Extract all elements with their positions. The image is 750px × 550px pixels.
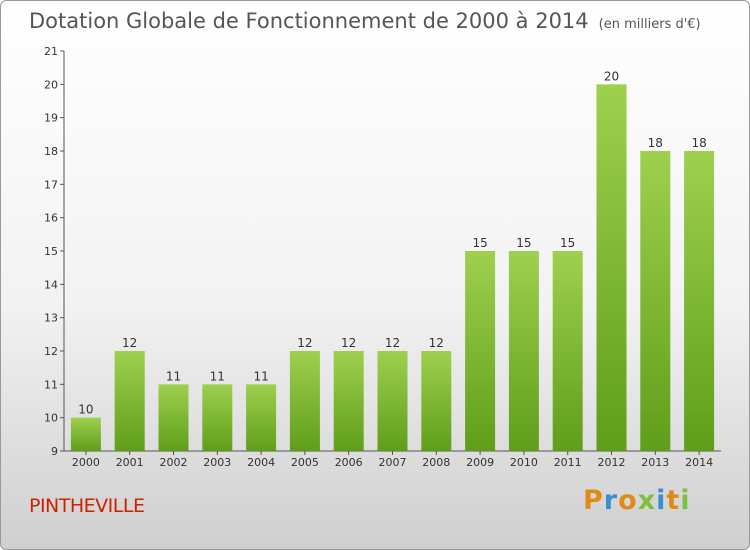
y-tick-label: 15 [44, 245, 58, 258]
x-tick-label-2008: 2008 [422, 456, 450, 469]
value-label-2000: 10 [78, 403, 93, 417]
x-tick-label-2009: 2009 [466, 456, 494, 469]
value-label-2005: 12 [297, 336, 312, 350]
city-name: PINTHEVILLE [29, 495, 145, 517]
y-tick-label: 13 [44, 312, 58, 325]
y-tick-label: 18 [44, 145, 58, 158]
x-tick-label-2011: 2011 [554, 456, 582, 469]
bar-2007 [377, 351, 408, 451]
y-tick-label: 17 [44, 178, 58, 191]
value-label-2011: 15 [560, 236, 575, 250]
bar-2008 [421, 351, 452, 451]
bar-2010 [508, 251, 539, 451]
y-tick-label: 19 [44, 112, 58, 125]
bar-2003 [202, 384, 233, 451]
chart-subtitle: (en milliers d'€) [598, 17, 701, 32]
x-tick-label-2014: 2014 [685, 456, 713, 469]
proxiti-logo: Proxiti [583, 485, 691, 516]
bar-2005 [289, 351, 320, 451]
x-tick-label-2010: 2010 [510, 456, 538, 469]
bar-2009 [465, 251, 496, 451]
chart-bars [70, 84, 715, 451]
x-tick-label-2013: 2013 [641, 456, 669, 469]
value-label-2007: 12 [385, 336, 400, 350]
y-tick-label: 12 [44, 345, 58, 358]
chart-title-text: Dotation Globale de Fonctionnement de 20… [29, 9, 589, 33]
x-tick-label-2004: 2004 [247, 456, 275, 469]
y-tick-label: 9 [51, 445, 58, 458]
x-tick-label-2001: 2001 [116, 456, 144, 469]
y-tick-label: 21 [44, 45, 58, 58]
value-label-2006: 12 [341, 336, 356, 350]
value-label-2001: 12 [122, 336, 137, 350]
chart-labels: 10 2000 12 2001 11 2002 11 2003 11 2004 12 2005 12 20… [72, 69, 713, 469]
bar-2006 [333, 351, 364, 451]
value-label-2010: 15 [516, 236, 531, 250]
logo-letter: r [603, 485, 619, 516]
x-tick-label-2012: 2012 [598, 456, 626, 469]
chart-title: Dotation Globale de Fonctionnement de 20… [29, 9, 701, 33]
logo-letter: t [666, 485, 681, 516]
y-tick-label: 11 [44, 378, 58, 391]
x-tick-label-2003: 2003 [203, 456, 231, 469]
y-tick-label: 14 [44, 278, 58, 291]
logo-letter: i [656, 485, 667, 516]
logo-letter: x [637, 485, 657, 516]
x-tick-label-2000: 2000 [72, 456, 100, 469]
value-label-2003: 11 [210, 369, 225, 383]
value-label-2013: 18 [648, 136, 663, 150]
bar-2002 [158, 384, 189, 451]
value-label-2014: 18 [691, 136, 706, 150]
bar-2011 [552, 251, 583, 451]
bar-2012 [596, 84, 627, 451]
value-label-2009: 15 [472, 236, 487, 250]
y-tick-label: 20 [44, 78, 58, 91]
logo-letter: o [618, 485, 638, 516]
x-tick-label-2007: 2007 [379, 456, 407, 469]
x-tick-label-2006: 2006 [335, 456, 363, 469]
bar-2004 [246, 384, 277, 451]
bar-2013 [640, 151, 671, 451]
value-label-2008: 12 [429, 336, 444, 350]
bar-2001 [114, 351, 145, 451]
value-label-2012: 20 [604, 69, 619, 83]
bar-2014 [684, 151, 715, 451]
y-tick-label: 16 [44, 212, 58, 225]
x-tick-label-2005: 2005 [291, 456, 319, 469]
logo-letter: i [680, 485, 691, 516]
y-tick-label: 10 [44, 412, 58, 425]
value-label-2002: 11 [166, 369, 181, 383]
x-tick-label-2002: 2002 [160, 456, 188, 469]
value-label-2004: 11 [253, 369, 268, 383]
logo-letter: P [583, 485, 604, 516]
bar-2000 [70, 417, 101, 451]
